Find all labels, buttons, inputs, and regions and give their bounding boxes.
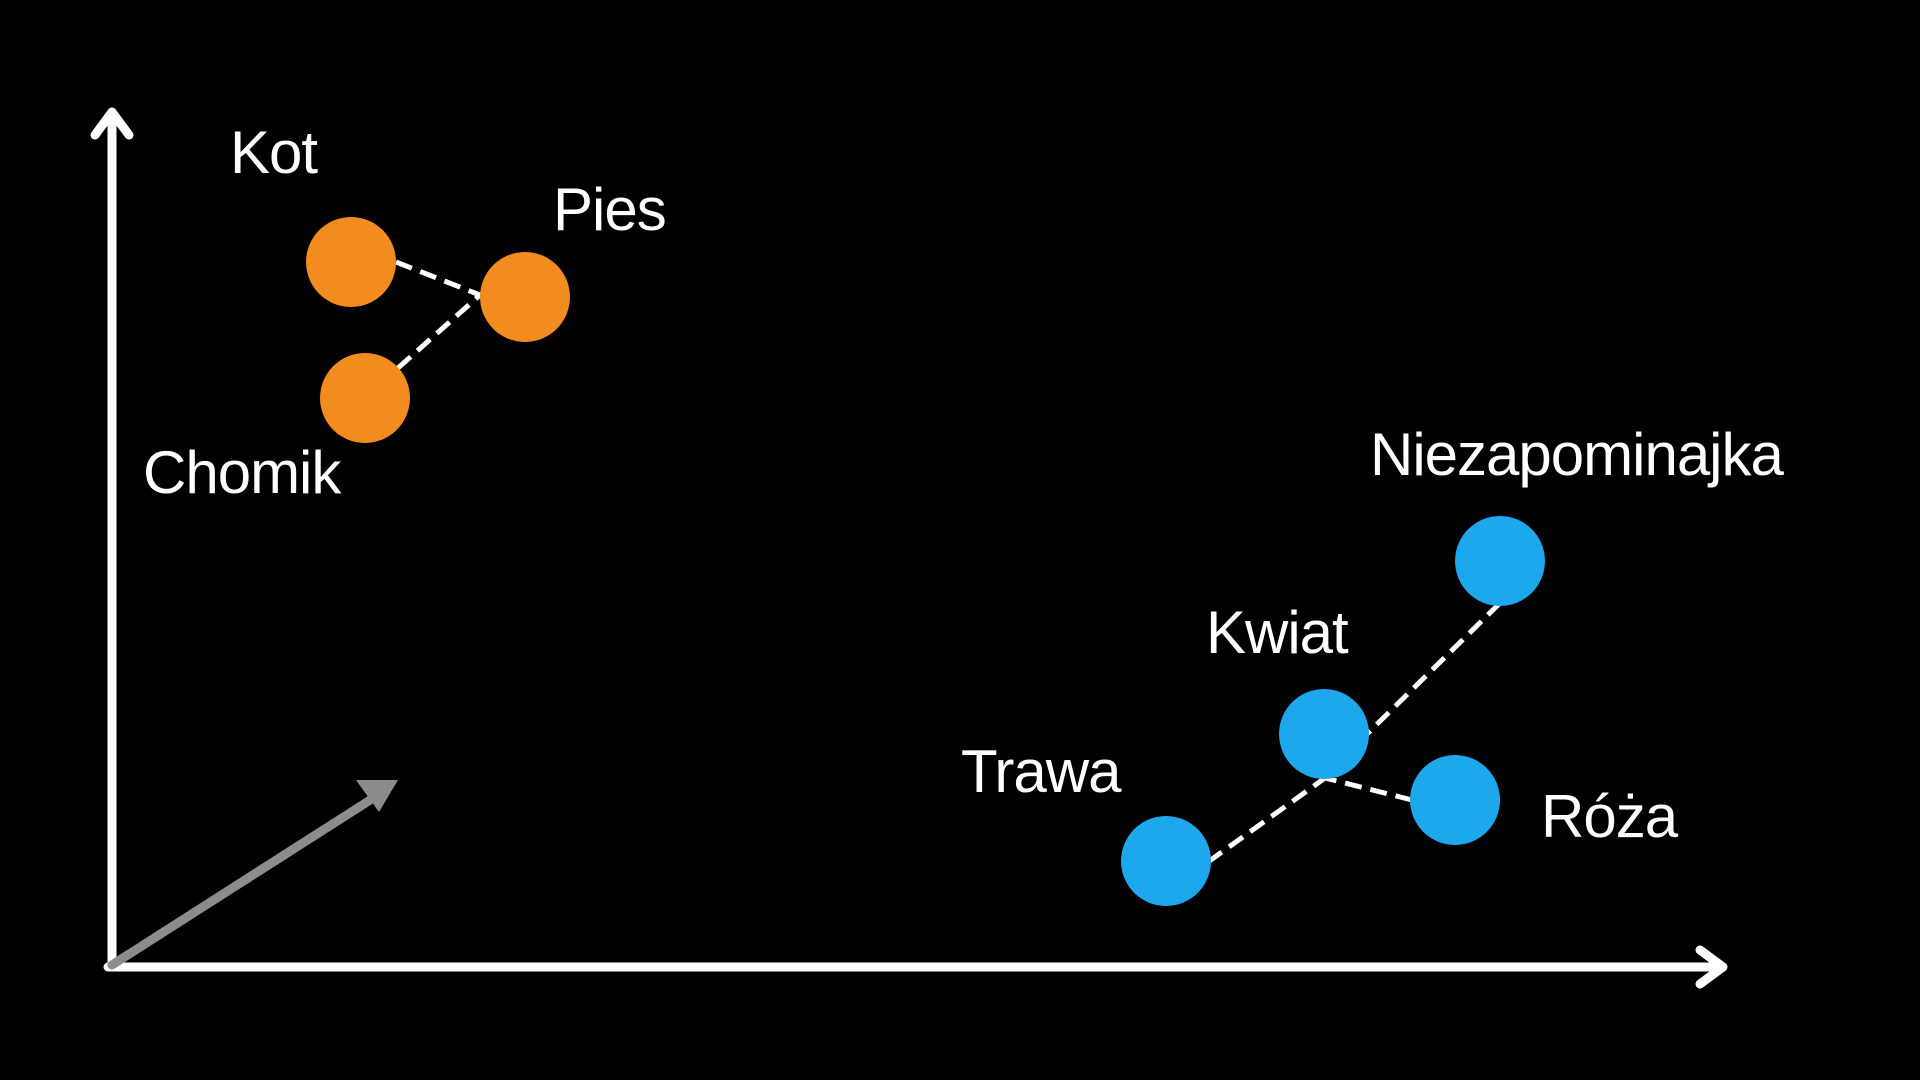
label-trawa: Trawa: [961, 738, 1122, 805]
label-roza: Róża: [1541, 783, 1679, 850]
link-roza-junction: [1324, 775, 1413, 803]
point-niezapominajka: [1455, 516, 1545, 606]
link-trawa-junction: [1206, 775, 1327, 865]
axes: [90, 107, 1728, 989]
link-chomik-pies: [396, 293, 482, 370]
vector-arrowhead: [356, 780, 398, 812]
y-axis-arrowhead: [90, 107, 134, 140]
label-kot: Kot: [230, 119, 318, 186]
vector-shaft: [107, 790, 383, 970]
label-chomik: Chomik: [143, 439, 342, 506]
link-kot-pies: [395, 259, 481, 298]
point-chomik: [320, 353, 410, 443]
label-kwiat: Kwiat: [1206, 599, 1349, 666]
point-trawa: [1121, 816, 1211, 906]
x-axis-arrowhead: [1695, 945, 1728, 989]
point-roza: [1410, 755, 1500, 845]
label-pies: Pies: [553, 176, 666, 243]
link-niezapominajka-kwiat: [1365, 601, 1502, 736]
point-pies: [480, 252, 570, 342]
point-kot: [306, 217, 396, 307]
word-points: [306, 217, 1545, 906]
vector-arrow: [107, 780, 398, 970]
label-niezapominajka: Niezapominajka: [1370, 421, 1785, 488]
point-kwiat: [1279, 689, 1369, 779]
word-labels: Kot Pies Chomik Niezapominajka Kwiat Tra…: [143, 119, 1786, 850]
